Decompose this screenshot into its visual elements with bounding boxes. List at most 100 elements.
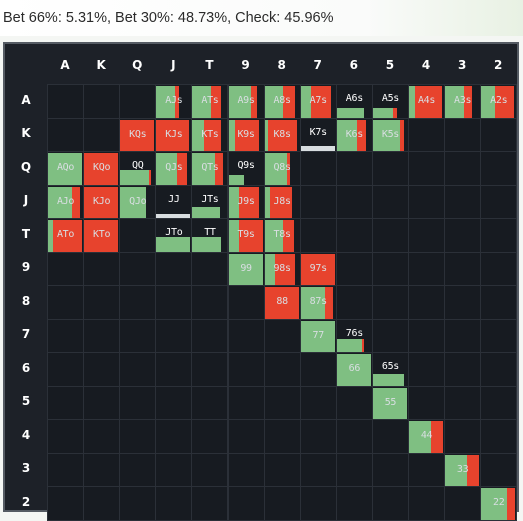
hand-cell[interactable]: [119, 218, 157, 253]
hand-cell[interactable]: [47, 419, 85, 454]
hand-cell[interactable]: [408, 117, 446, 152]
hand-cell[interactable]: [299, 452, 337, 487]
hand-cell-k5s[interactable]: K5s: [371, 117, 409, 152]
hand-cell[interactable]: [299, 352, 337, 387]
hand-cell-j8s[interactable]: J8s: [263, 184, 301, 219]
hand-cell[interactable]: [408, 352, 446, 387]
hand-cell[interactable]: [119, 285, 157, 320]
hand-cell[interactable]: [263, 419, 301, 454]
hand-cell[interactable]: [371, 251, 409, 286]
hand-cell[interactable]: [47, 452, 85, 487]
hand-cell[interactable]: [480, 184, 518, 219]
hand-cell[interactable]: [191, 385, 229, 420]
hand-cell-44[interactable]: 44: [408, 419, 446, 454]
hand-cell[interactable]: [83, 285, 121, 320]
hand-cell-kqs[interactable]: KQs: [119, 117, 157, 152]
hand-cell[interactable]: [480, 117, 518, 152]
hand-cell[interactable]: [444, 251, 482, 286]
hand-cell[interactable]: [444, 117, 482, 152]
hand-cell[interactable]: [444, 184, 482, 219]
hand-cell[interactable]: [83, 352, 121, 387]
hand-cell-a4s[interactable]: A4s: [408, 84, 446, 119]
hand-cell[interactable]: [191, 452, 229, 487]
hand-cell[interactable]: [371, 151, 409, 186]
hand-cell[interactable]: [155, 385, 193, 420]
hand-cell-a3s[interactable]: A3s: [444, 84, 482, 119]
hand-cell[interactable]: [299, 486, 337, 521]
hand-cell[interactable]: [119, 452, 157, 487]
hand-cell[interactable]: [47, 318, 85, 353]
hand-cell[interactable]: [371, 452, 409, 487]
hand-cell[interactable]: [371, 419, 409, 454]
hand-cell-qjs[interactable]: QJs: [155, 151, 193, 186]
hand-cell[interactable]: [371, 184, 409, 219]
hand-cell[interactable]: [263, 318, 301, 353]
hand-cell[interactable]: [480, 419, 518, 454]
hand-cell[interactable]: [480, 251, 518, 286]
hand-cell[interactable]: [335, 184, 373, 219]
hand-cell[interactable]: [227, 419, 265, 454]
hand-cell[interactable]: [227, 285, 265, 320]
hand-cell-a6s[interactable]: A6s: [335, 84, 373, 119]
hand-cell-qts[interactable]: QTs: [191, 151, 229, 186]
hand-cell[interactable]: [83, 385, 121, 420]
hand-cell[interactable]: [480, 385, 518, 420]
hand-cell[interactable]: [444, 385, 482, 420]
hand-cell[interactable]: [480, 285, 518, 320]
hand-cell-j9s[interactable]: J9s: [227, 184, 265, 219]
hand-cell-jj[interactable]: JJ: [155, 184, 193, 219]
hand-cell-88[interactable]: 88: [263, 285, 301, 320]
hand-cell[interactable]: [119, 385, 157, 420]
hand-cell[interactable]: [444, 285, 482, 320]
hand-cell[interactable]: [119, 318, 157, 353]
hand-cell-ajs[interactable]: AJs: [155, 84, 193, 119]
hand-cell[interactable]: [119, 486, 157, 521]
hand-cell[interactable]: [335, 486, 373, 521]
hand-cell-kts[interactable]: KTs: [191, 117, 229, 152]
hand-cell[interactable]: [480, 452, 518, 487]
hand-cell[interactable]: [191, 251, 229, 286]
hand-cell[interactable]: [83, 318, 121, 353]
hand-cell-22[interactable]: 22: [480, 486, 518, 521]
hand-cell[interactable]: [227, 452, 265, 487]
hand-cell[interactable]: [299, 151, 337, 186]
hand-cell[interactable]: [444, 218, 482, 253]
hand-cell-99[interactable]: 99: [227, 251, 265, 286]
hand-cell-66[interactable]: 66: [335, 352, 373, 387]
hand-cell[interactable]: [299, 218, 337, 253]
hand-cell-ats[interactable]: ATs: [191, 84, 229, 119]
hand-cell[interactable]: [299, 385, 337, 420]
hand-cell-k9s[interactable]: K9s: [227, 117, 265, 152]
hand-cell-k6s[interactable]: K6s: [335, 117, 373, 152]
hand-cell[interactable]: [47, 352, 85, 387]
hand-cell-a2s[interactable]: A2s: [480, 84, 518, 119]
hand-cell[interactable]: [408, 452, 446, 487]
hand-cell-t9s[interactable]: T9s: [227, 218, 265, 253]
hand-cell[interactable]: [408, 151, 446, 186]
hand-cell-ato[interactable]: ATo: [47, 218, 85, 253]
hand-cell[interactable]: [480, 352, 518, 387]
hand-cell[interactable]: [191, 285, 229, 320]
hand-cell-a9s[interactable]: A9s: [227, 84, 265, 119]
hand-cell[interactable]: [155, 452, 193, 487]
hand-cell[interactable]: [83, 419, 121, 454]
hand-cell-65s[interactable]: 65s: [371, 352, 409, 387]
hand-cell-k8s[interactable]: K8s: [263, 117, 301, 152]
hand-cell-t8s[interactable]: T8s: [263, 218, 301, 253]
hand-cell-ajo[interactable]: AJo: [47, 184, 85, 219]
hand-cell[interactable]: [155, 251, 193, 286]
hand-cell[interactable]: [191, 419, 229, 454]
hand-cell[interactable]: [335, 251, 373, 286]
hand-cell[interactable]: [480, 318, 518, 353]
hand-cell[interactable]: [371, 285, 409, 320]
hand-cell-kjs[interactable]: KJs: [155, 117, 193, 152]
hand-cell[interactable]: [83, 452, 121, 487]
hand-cell[interactable]: [299, 184, 337, 219]
hand-cell[interactable]: [263, 385, 301, 420]
hand-cell-97s[interactable]: 97s: [299, 251, 337, 286]
hand-cell[interactable]: [299, 419, 337, 454]
hand-cell-jto[interactable]: JTo: [155, 218, 193, 253]
hand-cell[interactable]: [83, 84, 121, 119]
hand-cell-a5s[interactable]: A5s: [371, 84, 409, 119]
hand-cell[interactable]: [83, 251, 121, 286]
